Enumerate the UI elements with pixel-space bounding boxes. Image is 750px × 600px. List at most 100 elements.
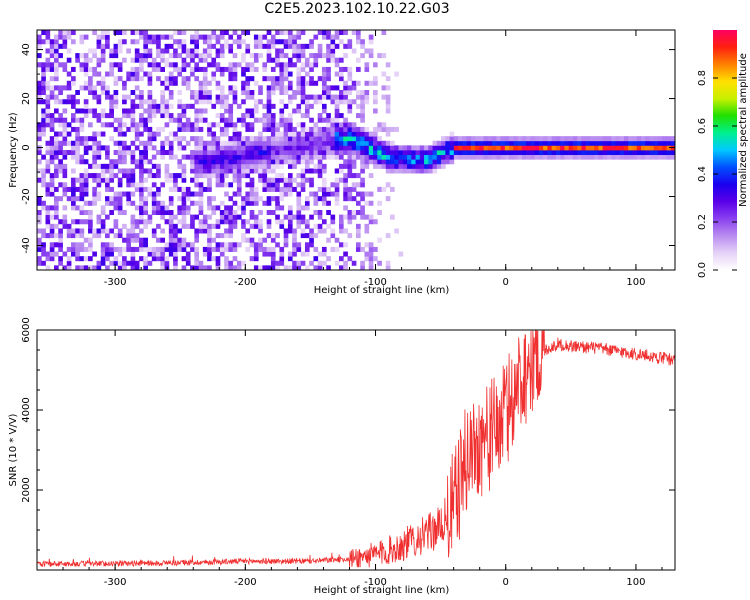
- heatmap-cell: [181, 246, 187, 252]
- heatmap-cell: [266, 219, 272, 225]
- heatmap-cell: [364, 163, 370, 169]
- heatmap-cell: [594, 136, 599, 142]
- heatmap-cell: [211, 150, 217, 156]
- heatmap-cell: [304, 131, 310, 137]
- heatmap-cell: [623, 136, 629, 142]
- heatmap-cell: [279, 39, 285, 45]
- heatmap-cell: [83, 136, 89, 142]
- heatmap-cell: [207, 39, 212, 45]
- heatmap-cell: [228, 48, 234, 54]
- heatmap-cell: [96, 182, 102, 188]
- heatmap-cell: [139, 237, 144, 243]
- heatmap-cell: [122, 99, 127, 105]
- heatmap-cell: [198, 265, 204, 270]
- heatmap-cell: [232, 145, 238, 151]
- heatmap-cell: [262, 113, 268, 119]
- heatmap-cell: [224, 39, 229, 45]
- heatmap-cell: [279, 136, 285, 142]
- heatmap-cell: [41, 99, 46, 105]
- heatmap-cell: [645, 154, 650, 160]
- heatmap-cell: [287, 34, 293, 40]
- heatmap-cell: [194, 90, 200, 96]
- heatmap-cell: [321, 145, 327, 151]
- heatmap-cell: [513, 150, 519, 156]
- heatmap-cell: [283, 228, 289, 234]
- heatmap-cell: [619, 140, 625, 146]
- heatmap-cell: [606, 136, 612, 142]
- heatmap-cell: [37, 177, 42, 183]
- heatmap-cell: [194, 39, 200, 45]
- heatmap-cell: [164, 103, 170, 109]
- heatmap-cell: [113, 140, 119, 146]
- heatmap-cell: [54, 233, 59, 239]
- heatmap-cell: [628, 145, 633, 151]
- heatmap-cell: [245, 136, 251, 142]
- heatmap-cell: [356, 39, 361, 45]
- heatmap-cell: [224, 94, 229, 100]
- heatmap-cell: [147, 34, 153, 40]
- heatmap-cell: [232, 214, 238, 220]
- heatmap-cell: [236, 131, 242, 137]
- heatmap-cell: [151, 256, 157, 262]
- heatmap-cell: [594, 154, 599, 160]
- heatmap-cell: [343, 173, 348, 179]
- heatmap-cell: [313, 246, 319, 252]
- heatmap-cell: [232, 163, 238, 169]
- heatmap-cell: [113, 48, 119, 54]
- heatmap-cell: [249, 168, 255, 174]
- heatmap-cell: [194, 94, 200, 100]
- heatmap-cell: [338, 113, 344, 119]
- heatmap-cell: [236, 191, 242, 197]
- heatmap-cell: [330, 122, 336, 128]
- heatmap-cell: [275, 126, 280, 132]
- heatmap-cell: [130, 140, 136, 146]
- heatmap-cell: [326, 237, 331, 243]
- heatmap-cell: [160, 256, 165, 262]
- heatmap-cell: [45, 62, 51, 68]
- heatmap-cell: [632, 140, 638, 146]
- heatmap-cell: [351, 145, 357, 151]
- heatmap-cell: [58, 159, 63, 165]
- heatmap-cell: [500, 136, 506, 142]
- heatmap-cell: [160, 99, 165, 105]
- heatmap-cell: [228, 122, 234, 128]
- heatmap-cell: [181, 168, 187, 174]
- heatmap-cell: [338, 154, 344, 160]
- heatmap-cell: [275, 177, 280, 183]
- heatmap-cell: [41, 246, 46, 252]
- heatmap-cell: [185, 103, 191, 109]
- heatmap-cell: [513, 136, 519, 142]
- heatmap-cell: [530, 150, 536, 156]
- heatmap-cell: [245, 66, 251, 72]
- heatmap-cell: [287, 99, 293, 105]
- heatmap-cell: [534, 140, 540, 146]
- heatmap-cell: [71, 80, 76, 86]
- heatmap-cell: [117, 228, 123, 234]
- heatmap-cell: [364, 99, 370, 105]
- heatmap-cell: [338, 214, 344, 220]
- heatmap-cell: [41, 76, 46, 82]
- heatmap-cell: [479, 140, 484, 146]
- heatmap-cell: [126, 145, 131, 151]
- heatmap-cell: [202, 214, 208, 220]
- heatmap-cell: [283, 62, 289, 68]
- heatmap-cell: [66, 140, 72, 146]
- heatmap-cell: [151, 103, 157, 109]
- heatmap-cell: [113, 159, 119, 165]
- heatmap-cell: [462, 150, 467, 156]
- heatmap-cell: [198, 145, 204, 151]
- heatmap-cell: [147, 140, 153, 146]
- heatmap-cell: [249, 90, 255, 96]
- heatmap-xtick-label: -200: [234, 277, 257, 288]
- heatmap-cell: [347, 71, 353, 77]
- heatmap-cell: [309, 76, 314, 82]
- heatmap-cell: [177, 159, 183, 165]
- heatmap-cell: [37, 242, 42, 248]
- heatmap-cell: [666, 154, 672, 160]
- heatmap-cell: [492, 145, 497, 151]
- heatmap-cell: [317, 186, 323, 192]
- heatmap-cell: [636, 140, 642, 146]
- heatmap-cell: [270, 154, 276, 160]
- heatmap-cell: [92, 186, 97, 192]
- heatmap-cell: [330, 126, 336, 132]
